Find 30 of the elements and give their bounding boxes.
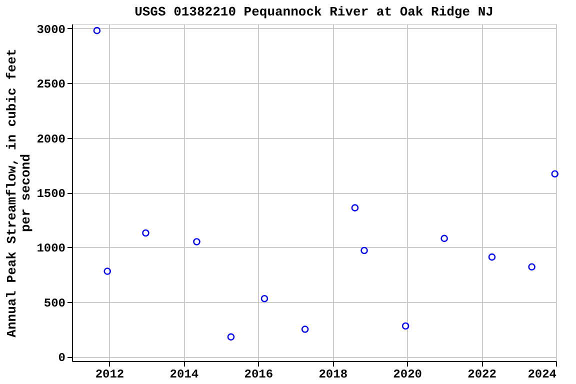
x-tick-label: 2014 (170, 368, 199, 382)
point (93, 26, 101, 34)
point (104, 268, 112, 275)
x-tick-label: 2022 (468, 368, 496, 382)
y-tick-label: 2000 (36, 132, 66, 146)
point (360, 246, 368, 254)
y-tick-label: 3000 (36, 22, 66, 37)
y-tick-label: 2500 (36, 78, 66, 92)
x-tick-label: 2012 (95, 368, 124, 382)
point (440, 234, 448, 242)
point (142, 229, 150, 237)
point (301, 326, 309, 333)
y-axis-title: Annual Peak Streamflow, in cubic feet per second (4, 48, 34, 338)
point (402, 322, 410, 330)
x-tick-label: 2016 (244, 368, 274, 382)
x-tick-label: 2020 (393, 368, 422, 382)
chart-title: USGS 01382210 Pequannock River at Oak Ridge NJ (134, 4, 494, 20)
y-tick-label: 0 (58, 351, 66, 366)
point (551, 170, 559, 178)
y-tick-label: 500 (44, 296, 66, 310)
point (528, 263, 536, 271)
x-tick-label: 2018 (318, 368, 348, 382)
x-tick-label: 2024 (528, 368, 556, 382)
point (488, 253, 496, 261)
point (351, 204, 359, 212)
y-tick-label: 1500 (36, 187, 66, 201)
point (193, 238, 200, 246)
y-tick-label: 1000 (36, 242, 66, 256)
point (260, 294, 268, 302)
point (227, 333, 235, 341)
